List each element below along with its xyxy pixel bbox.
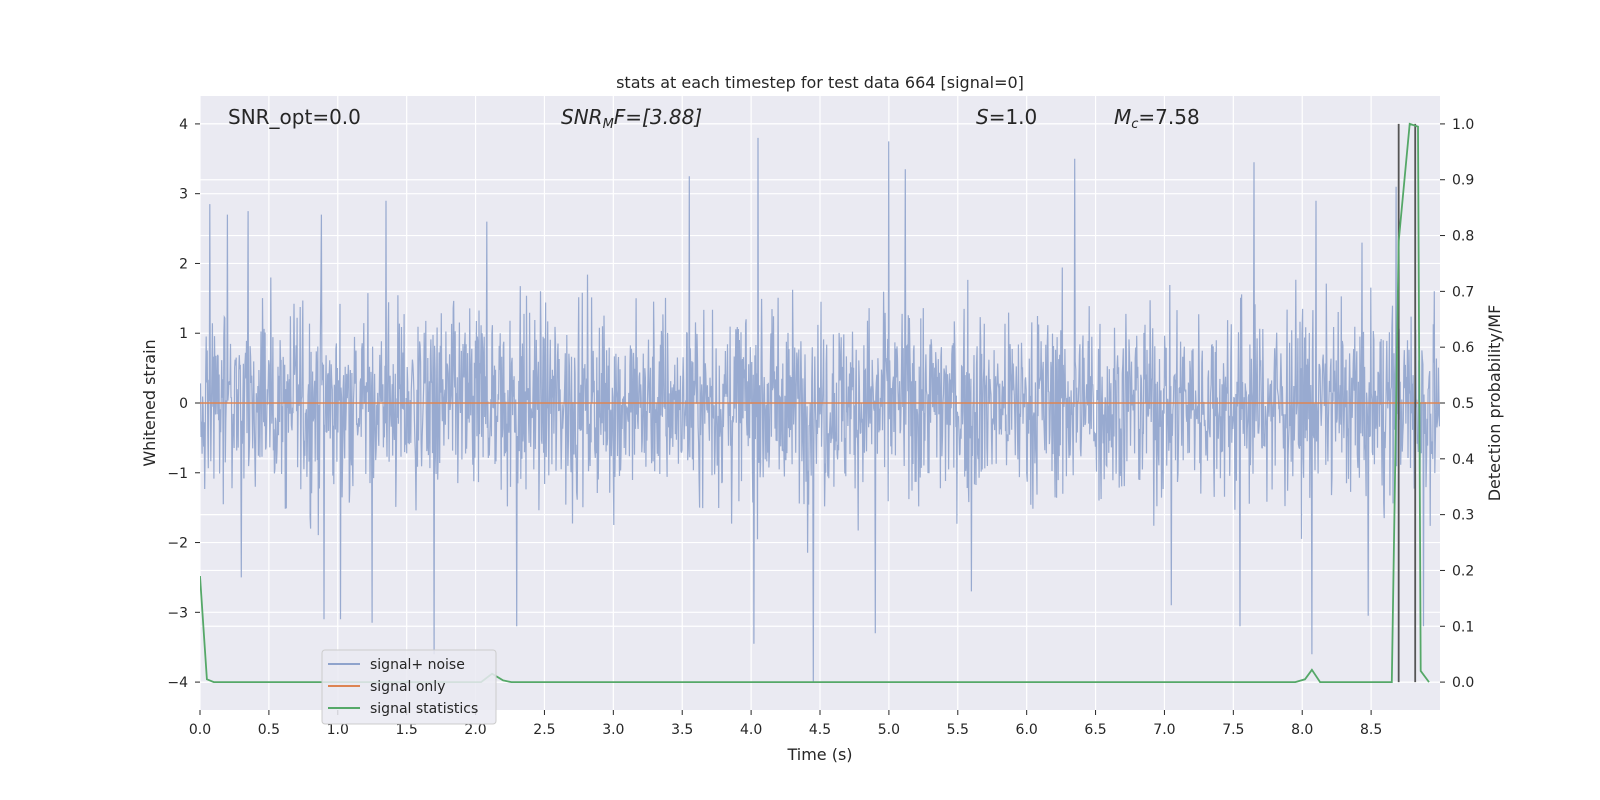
y-axis-left: 4 3 2 1 0 −1 −2 −3 −4 — [167, 117, 200, 691]
y2-tick-label: 0.6 — [1452, 340, 1474, 356]
y2-tick-label: 0.8 — [1452, 229, 1474, 245]
y2-tick-label: 0.2 — [1452, 563, 1474, 579]
x-tick-label: 8.5 — [1360, 722, 1382, 738]
y-axis-label: Whitened strain — [140, 339, 159, 466]
y2-tick-label: 0.5 — [1452, 396, 1474, 412]
annotation-mc: Mc=7.58 — [1114, 105, 1200, 132]
y-tick-label: −4 — [167, 675, 188, 691]
x-tick-label: 6.0 — [1016, 722, 1038, 738]
y2-tick-label: 0.4 — [1452, 452, 1474, 468]
x-tick-label: 0.5 — [258, 722, 280, 738]
y-tick-label: 2 — [179, 256, 188, 272]
x-tick-label: 0.0 — [189, 722, 211, 738]
y-axis-right: 1.0 0.9 0.8 0.7 0.6 0.5 0.4 0.3 0.2 0.1 0.0 — [1440, 117, 1474, 691]
y-tick-label: 4 — [179, 117, 188, 133]
marker-lines — [1397, 123, 1417, 683]
x-tick-label: 3.5 — [671, 722, 693, 738]
x-tick-label: 8.0 — [1291, 722, 1313, 738]
legend-label-signal-statistics: signal statistics — [370, 701, 478, 717]
x-tick-label: 7.5 — [1222, 722, 1244, 738]
y2-axis-label: Detection probability/MF — [1485, 305, 1504, 502]
series-signal-noise — [200, 137, 1440, 683]
x-tick-label: 4.0 — [740, 722, 762, 738]
x-tick-label: 3.0 — [602, 722, 624, 738]
annotation-s: S=1.0 — [976, 105, 1037, 129]
x-tick-label: 2.0 — [464, 722, 486, 738]
x-tick-label: 5.5 — [947, 722, 969, 738]
chart-title: stats at each timestep for test data 664… — [616, 73, 1024, 92]
y2-tick-label: 0.9 — [1452, 173, 1474, 189]
y2-tick-label: 1.0 — [1452, 117, 1474, 133]
annotation-snr-opt: SNR_opt=0.0 — [228, 105, 361, 129]
y-tick-label: −1 — [167, 466, 188, 482]
y2-tick-label: 0.7 — [1452, 284, 1474, 300]
x-tick-label: 7.0 — [1153, 722, 1175, 738]
legend: signal+ noise signal only signal statist… — [321, 649, 497, 725]
x-tick-label: 5.0 — [878, 722, 900, 738]
y2-tick-label: 0.3 — [1452, 508, 1474, 524]
y-tick-label: −2 — [167, 536, 188, 552]
x-tick-label: 6.5 — [1084, 722, 1106, 738]
legend-box — [321, 649, 497, 725]
x-axis: 0.0 0.5 1.0 1.5 2.0 2.5 3.0 3.5 4.0 4.5 5.0 5.5 6.0 6… — [189, 710, 1382, 738]
y2-tick-label: 0.0 — [1452, 675, 1474, 691]
legend-label-signal-noise: signal+ noise — [370, 657, 465, 673]
y-tick-label: 1 — [179, 326, 188, 342]
y-tick-label: 0 — [179, 396, 188, 412]
x-tick-label: 1.0 — [327, 722, 349, 738]
series-line-signal-noise — [200, 137, 1440, 683]
x-tick-label: 2.5 — [533, 722, 555, 738]
legend-label-signal-only: signal only — [370, 679, 445, 695]
x-axis-label: Time (s) — [786, 745, 852, 764]
y-tick-label: 3 — [179, 187, 188, 203]
annotation-snr-mf: SNRMF=[3.88] — [561, 105, 702, 132]
y-tick-label: −3 — [167, 605, 188, 621]
x-tick-label: 4.5 — [809, 722, 831, 738]
x-tick-label: 1.5 — [396, 722, 418, 738]
y2-tick-label: 0.1 — [1452, 619, 1474, 635]
